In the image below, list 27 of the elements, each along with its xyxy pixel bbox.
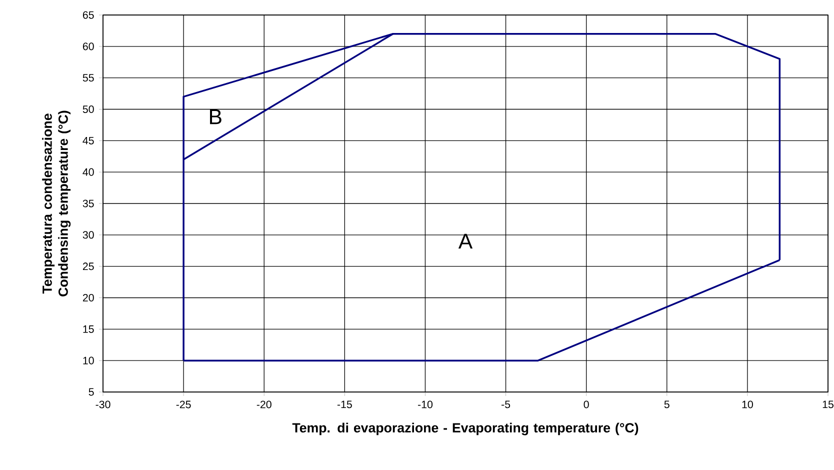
- y-tick-label: 50: [82, 105, 94, 114]
- x-axis-title: Temp. di evaporazione - Evaporating temperature (°C): [292, 422, 638, 436]
- y-tick-label: 25: [82, 262, 94, 270]
- y-tick-label: 20: [82, 294, 94, 302]
- annotation: A: [458, 234, 473, 249]
- y-tick-label: 60: [82, 42, 94, 50]
- y-tick-label: 30: [82, 231, 94, 239]
- x-tick-label: -10: [418, 400, 433, 408]
- y-tick-label: 15: [83, 325, 94, 333]
- x-tick-label: -20: [256, 400, 272, 408]
- x-tick-label: -5: [502, 400, 510, 408]
- x-tick-label: 0: [584, 400, 589, 408]
- y-tick-label: 10: [83, 356, 94, 364]
- x-tick-label: -25: [176, 400, 191, 408]
- x-tick-label: 10: [742, 400, 753, 408]
- x-tick-label: -15: [337, 400, 352, 408]
- y-tick-label: 40: [82, 168, 94, 176]
- y-tick-label: 45: [82, 136, 94, 144]
- y-tick-label: 5: [88, 388, 94, 396]
- x-tick-label: -30: [96, 400, 110, 408]
- annotation: B: [210, 109, 222, 124]
- y-tick-label: 65: [82, 11, 94, 19]
- y-tick-label: 55: [82, 74, 94, 82]
- y-axis-title: Temperatura condensazione Condensing temperature (°C): [42, 110, 71, 296]
- x-tick-label: 15: [822, 400, 834, 408]
- y-tick-label: 35: [82, 200, 94, 208]
- x-tick-label: 5: [664, 400, 670, 408]
